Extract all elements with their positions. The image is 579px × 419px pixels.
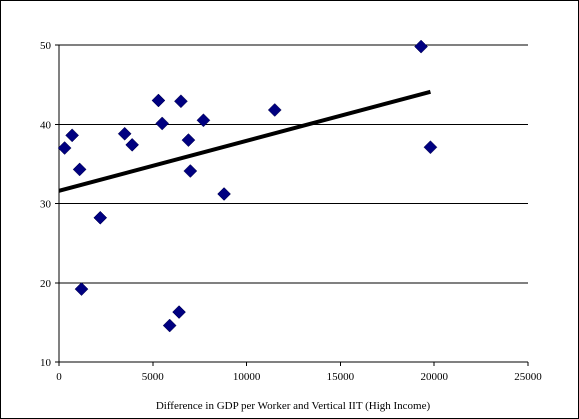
x-tick-label: 25000 [514,371,542,383]
x-tick-label: 10000 [233,371,261,383]
data-point-12 [174,94,188,109]
data-point-5 [93,210,108,225]
data-point-1 [57,141,72,155]
x-tick-label: 0 [56,371,62,383]
y-tick-label: 30 [40,199,52,211]
x-tick-label: 20000 [420,371,448,383]
data-point-3 [72,162,87,177]
data-point-19 [423,140,438,155]
tick-labels: 10 20 30 40 50 0 5000 10000 15000 20000 25000 [40,40,542,383]
gridlines [59,44,528,284]
trendline [58,89,431,193]
data-point-7 [125,138,140,152]
x-axis-title: Difference in GDP per Worker and Vertica… [156,400,431,412]
data-point-2 [65,128,79,143]
x-tick-label: 5000 [142,371,165,383]
data-point-4 [74,282,89,296]
x-tick-label: 15000 [327,371,355,383]
y-tick-label: 20 [40,278,52,290]
data-point-15 [196,113,211,128]
data-point-10 [162,318,177,333]
data-point-18 [414,39,428,54]
data-point-6 [117,126,132,141]
trendline-layer [58,89,431,193]
y-tick-label: 40 [40,119,52,131]
data-point-17 [267,103,282,117]
data-point-14 [183,164,198,178]
y-tick-label: 50 [40,40,52,52]
data-points [57,39,438,333]
y-tick-label: 10 [40,357,52,369]
data-point-8 [151,93,166,108]
data-point-13 [181,133,196,147]
axes [55,44,529,366]
data-point-16 [217,187,231,201]
data-point-11 [172,305,186,319]
data-point-9 [155,116,170,131]
